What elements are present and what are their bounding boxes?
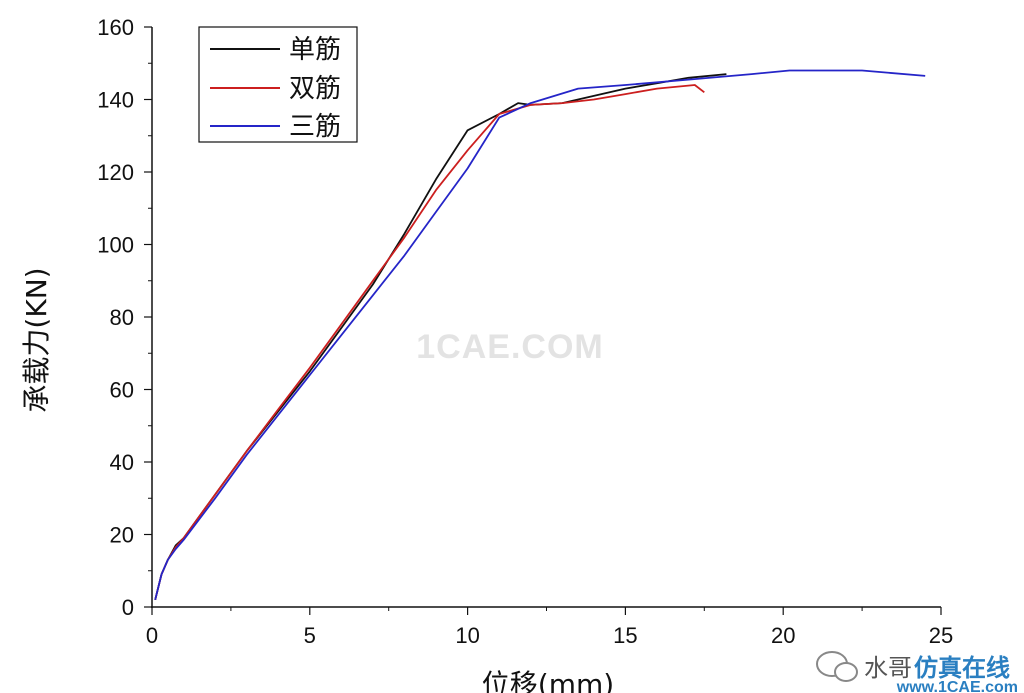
y-tick-label: 100 (97, 233, 134, 258)
axes: 0 20 40 60 80 100 120 140 160 0 5 10 15 20 25 (97, 15, 953, 648)
credit-site: www.1CAE.com (896, 679, 1018, 693)
credit-prefix: 水哥 (864, 654, 912, 682)
x-tick-label: 0 (146, 623, 158, 648)
legend-label-1: 单筋 (289, 35, 341, 65)
chat-bubble-icon (816, 651, 858, 682)
x-tick-label: 25 (929, 623, 953, 648)
x-tick-label: 15 (613, 623, 637, 648)
y-tick-label: 80 (110, 305, 134, 330)
legend-label-2: 双筋 (289, 74, 341, 104)
y-tick-label: 20 (110, 523, 134, 548)
series-group (154, 69, 926, 601)
y-tick-label: 140 (97, 88, 134, 113)
credit-watermark: 水哥 仿真在线 www.1CAE.com (816, 651, 1018, 693)
y-tick-label: 120 (97, 160, 134, 185)
x-tick-label: 20 (771, 623, 795, 648)
legend-box (198, 26, 358, 143)
legend: 单筋 双筋 三筋 (198, 26, 358, 143)
y-tick-label: 40 (110, 450, 134, 475)
y-axis-title: 承载力(KN) (20, 267, 53, 412)
series-line-3 (154, 69, 926, 601)
y-tick-label: 60 (110, 378, 134, 403)
legend-label-3: 三筋 (289, 112, 341, 142)
y-tick-label: 160 (97, 15, 134, 40)
x-axis-title: 位移(mm) (482, 668, 614, 693)
series-line-2 (154, 84, 705, 601)
watermark-center: 1CAE.COM (416, 328, 603, 366)
credit-main: 仿真在线 (914, 654, 1010, 682)
x-tick-label: 10 (455, 623, 479, 648)
x-tick-label: 5 (304, 623, 316, 648)
y-tick-label: 0 (122, 595, 134, 620)
